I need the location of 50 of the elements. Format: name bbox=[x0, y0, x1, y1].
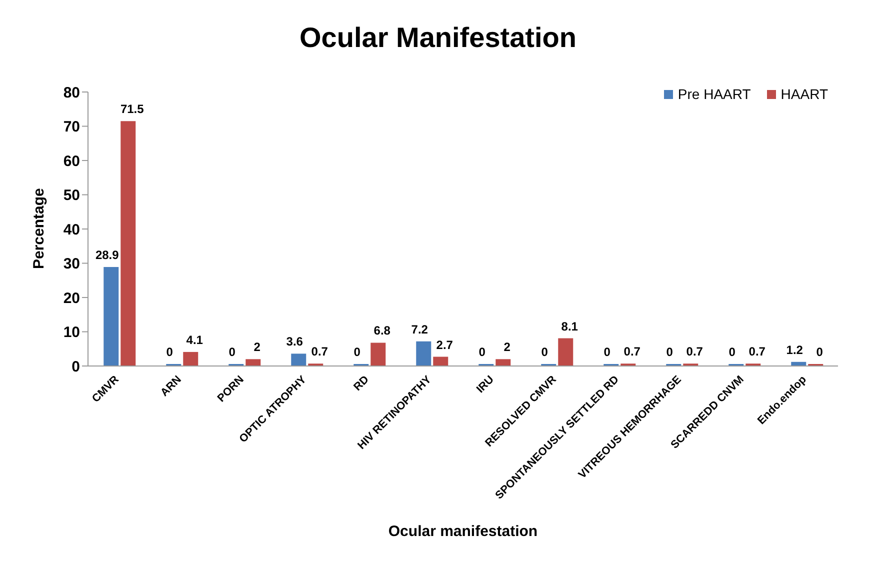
y-tick-label: 20 bbox=[63, 290, 80, 307]
data-label: 0 bbox=[541, 345, 548, 359]
x-tick-label: IRU bbox=[474, 374, 496, 396]
data-label: 0 bbox=[166, 345, 174, 359]
data-label: 0 bbox=[666, 345, 674, 359]
data-label: 2.7 bbox=[436, 338, 454, 352]
data-label: 4.1 bbox=[186, 332, 204, 347]
data-label: 0 bbox=[604, 345, 611, 359]
data-label: 1.2 bbox=[786, 342, 804, 357]
chart-title: Ocular Manifestation bbox=[298, 21, 578, 55]
data-label: 0.7 bbox=[311, 344, 328, 359]
bar bbox=[496, 359, 511, 366]
y-tick-label: 60 bbox=[63, 152, 80, 170]
bar bbox=[183, 352, 198, 366]
data-label: 0 bbox=[354, 345, 361, 359]
y-tick-label: 80 bbox=[63, 84, 80, 102]
data-label: 0 bbox=[816, 345, 824, 359]
data-label: 6.8 bbox=[374, 324, 391, 338]
y-tick-label: 70 bbox=[63, 118, 80, 136]
x-axis-title: Ocular manifestation bbox=[388, 523, 538, 540]
bar bbox=[104, 267, 119, 366]
data-label: 28.9 bbox=[95, 248, 120, 262]
data-label: 0 bbox=[228, 345, 236, 359]
bar bbox=[291, 354, 306, 366]
y-tick-label: 0 bbox=[72, 358, 80, 376]
bar bbox=[416, 341, 432, 366]
bar bbox=[246, 359, 261, 366]
bar bbox=[433, 356, 448, 366]
data-label: 7.2 bbox=[411, 322, 428, 336]
y-tick-label: 10 bbox=[63, 324, 80, 342]
data-label: 0.7 bbox=[624, 344, 641, 359]
y-axis-title: Percentage bbox=[30, 188, 48, 269]
bar bbox=[558, 338, 574, 366]
y-tick-label: 50 bbox=[63, 187, 80, 204]
data-label: 0.7 bbox=[686, 344, 704, 359]
data-label: 0.7 bbox=[748, 344, 766, 359]
data-label: 8.1 bbox=[561, 319, 578, 334]
x-tick-label: RD bbox=[352, 374, 372, 394]
data-label: 0 bbox=[728, 345, 736, 359]
bar bbox=[370, 342, 386, 366]
data-label: 71.5 bbox=[120, 102, 144, 116]
y-tick-label: 30 bbox=[63, 256, 80, 273]
data-label: 0 bbox=[478, 345, 486, 359]
data-label: 3.6 bbox=[286, 334, 304, 349]
bar bbox=[120, 121, 136, 366]
legend-label: Pre HAART bbox=[678, 86, 751, 102]
data-label: 2 bbox=[254, 340, 261, 354]
data-label: 2 bbox=[504, 340, 511, 354]
y-tick-label: 40 bbox=[63, 221, 80, 238]
legend-label: HAART bbox=[780, 86, 828, 102]
